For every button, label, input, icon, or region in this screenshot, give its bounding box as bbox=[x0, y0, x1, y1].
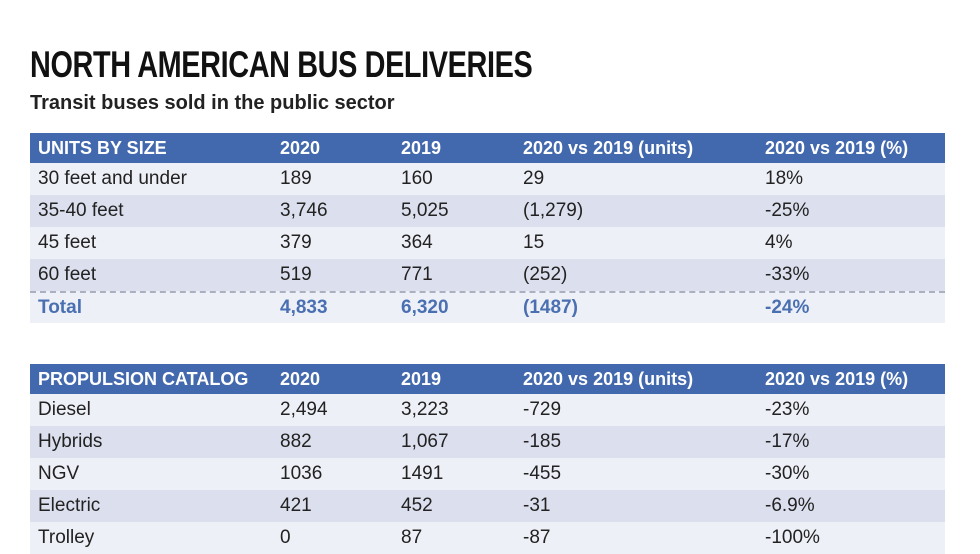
cell: 3,223 bbox=[401, 399, 449, 420]
cell: Electric bbox=[38, 495, 101, 516]
page-subtitle: Transit buses sold in the public sector bbox=[30, 92, 395, 114]
cell: 29 bbox=[523, 168, 545, 189]
table-row: 30 feet and under 189 160 29 18% bbox=[30, 163, 945, 195]
cell: 60 feet bbox=[38, 264, 97, 285]
cell: -6.9% bbox=[765, 495, 815, 516]
cell: (252) bbox=[523, 264, 568, 285]
cell: -87 bbox=[523, 527, 551, 548]
cell: 160 bbox=[401, 168, 433, 189]
table-total-row: Total 4,833 6,320 (1487) -24% bbox=[30, 291, 945, 323]
cell: 0 bbox=[280, 527, 291, 548]
table-header-row: PROPULSION CATALOG 2020 2019 2020 vs 2019 (… bbox=[30, 364, 945, 394]
cell: NGV bbox=[38, 463, 80, 484]
cell: 2020 vs 2019 (%) bbox=[765, 138, 909, 158]
units-by-size-table: UNITS BY SIZE 2020 2019 2020 vs 2019 (units… bbox=[30, 133, 945, 323]
cell: 1491 bbox=[401, 463, 444, 484]
table-row: 35-40 feet 3,746 5,025 (1,279) -25% bbox=[30, 195, 945, 227]
cell: 519 bbox=[280, 264, 312, 285]
table-row: 60 feet 519 771 (252) -33% bbox=[30, 259, 945, 291]
cell: 421 bbox=[280, 495, 312, 516]
cell: Hybrids bbox=[38, 431, 103, 452]
cell: -30% bbox=[765, 463, 810, 484]
cell: -100% bbox=[765, 527, 820, 548]
cell: -31 bbox=[523, 495, 551, 516]
cell: 452 bbox=[401, 495, 433, 516]
cell: 379 bbox=[280, 232, 312, 253]
cell: -23% bbox=[765, 399, 810, 420]
cell: 2020 bbox=[280, 138, 321, 158]
cell: PROPULSION CATALOG bbox=[38, 369, 249, 389]
cell: 4,833 bbox=[280, 297, 328, 318]
cell: 1,067 bbox=[401, 431, 449, 452]
table-row: Hybrids 882 1,067 -185 -17% bbox=[30, 426, 945, 458]
cell: 364 bbox=[401, 232, 433, 253]
cell: 30 feet and under bbox=[38, 168, 187, 189]
table-row: NGV 1036 1491 -455 -30% bbox=[30, 458, 945, 490]
cell: 3,746 bbox=[280, 200, 328, 221]
cell: 1036 bbox=[280, 463, 323, 484]
cell: -729 bbox=[523, 399, 562, 420]
table-header-row: UNITS BY SIZE 2020 2019 2020 vs 2019 (units… bbox=[30, 133, 945, 163]
cell: Diesel bbox=[38, 399, 91, 420]
cell: 35-40 feet bbox=[38, 200, 124, 221]
cell: 5,025 bbox=[401, 200, 449, 221]
cell: -24% bbox=[765, 297, 810, 318]
cell: -33% bbox=[765, 264, 810, 285]
cell: 18% bbox=[765, 168, 804, 189]
cell: 2019 bbox=[401, 369, 442, 389]
cell: UNITS BY SIZE bbox=[38, 138, 167, 158]
cell: 2019 bbox=[401, 138, 442, 158]
cell: 15 bbox=[523, 232, 545, 253]
cell: 2020 vs 2019 (units) bbox=[523, 369, 694, 389]
table-row: 45 feet 379 364 15 4% bbox=[30, 227, 945, 259]
table-row: Diesel 2,494 3,223 -729 -23% bbox=[30, 394, 945, 426]
cell: -17% bbox=[765, 431, 810, 452]
cell: 189 bbox=[280, 168, 312, 189]
cell: 2020 vs 2019 (units) bbox=[523, 138, 694, 158]
cell: Total bbox=[38, 297, 82, 318]
cell: 87 bbox=[401, 527, 423, 548]
cell: 882 bbox=[280, 431, 312, 452]
cell: 4% bbox=[765, 232, 793, 253]
table-row: Trolley 0 87 -87 -100% bbox=[30, 522, 945, 554]
page-title: NORTH AMERICAN BUS DELIVERIES bbox=[30, 44, 533, 85]
cell: Trolley bbox=[38, 527, 95, 548]
cell: 6,320 bbox=[401, 297, 449, 318]
cell: (1,279) bbox=[523, 200, 584, 221]
cell: (1487) bbox=[523, 297, 578, 318]
cell: -185 bbox=[523, 431, 562, 452]
cell: -455 bbox=[523, 463, 562, 484]
cell: 2020 bbox=[280, 369, 321, 389]
cell: 45 feet bbox=[38, 232, 97, 253]
cell: -25% bbox=[765, 200, 810, 221]
cell: 2020 vs 2019 (%) bbox=[765, 369, 909, 389]
cell: 771 bbox=[401, 264, 433, 285]
cell: 2,494 bbox=[280, 399, 328, 420]
propulsion-catalog-table: PROPULSION CATALOG 2020 2019 2020 vs 2019 (… bbox=[30, 364, 945, 554]
table-row: Electric 421 452 -31 -6.9% bbox=[30, 490, 945, 522]
